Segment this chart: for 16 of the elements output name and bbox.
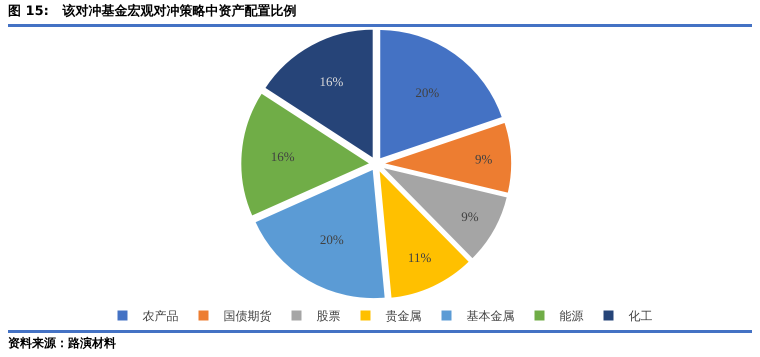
data-label: 9%: [474, 151, 492, 166]
data-label: 16%: [270, 149, 295, 164]
data-label: 9%: [461, 209, 479, 224]
legend-label: 农产品: [142, 309, 178, 324]
chart-title: 图 15: 该对冲基金宏观对冲策略中资产配置比例: [8, 0, 752, 27]
legend-label: 能源: [560, 309, 584, 324]
legend-label: 化工: [628, 309, 652, 324]
text: 资料来源：路演材料: [8, 330, 752, 353]
legend-label: 国债期货: [224, 309, 272, 324]
data-label: 16%: [319, 74, 344, 90]
data-label: 20%: [415, 85, 440, 100]
data-label: 11%: [408, 250, 432, 265]
legend-label: 基本金属: [466, 309, 514, 324]
legend-label: 股票: [316, 309, 340, 324]
data-label: 20%: [320, 232, 344, 248]
legend-label: 贵金属: [386, 309, 422, 324]
